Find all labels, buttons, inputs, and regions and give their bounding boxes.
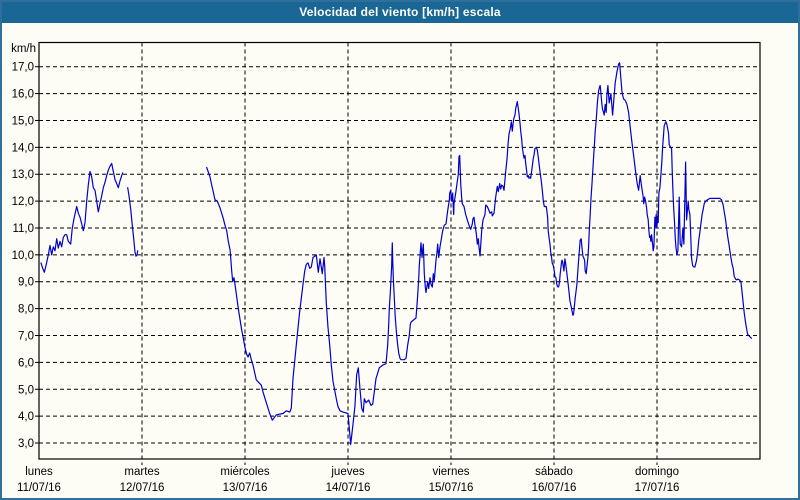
y-tick-label: 10,0 (12, 250, 34, 262)
wind-speed-line (127, 187, 139, 257)
x-day-label: domingo (635, 466, 679, 478)
y-axis-unit-label: km/h (11, 43, 36, 55)
y-tick-label: 4,0 (18, 411, 34, 423)
x-day-label: jueves (330, 466, 364, 478)
x-day-label: martes (124, 466, 159, 478)
x-date-label: 13/07/16 (223, 482, 268, 494)
y-tick-label: 8,0 (18, 304, 34, 316)
x-date-label: 14/07/16 (326, 482, 371, 494)
x-day-label: viernes (432, 466, 469, 478)
y-tick-label: 13,0 (12, 169, 34, 181)
wind-speed-line (206, 62, 753, 445)
y-tick-label: 15,0 (12, 115, 34, 127)
y-tick-label: 12,0 (12, 196, 34, 208)
x-date-label: 15/07/16 (429, 482, 474, 494)
window-titlebar: Velocidad del viento [km/h] escala (2, 2, 798, 23)
y-tick-label: 17,0 (12, 62, 34, 74)
y-tick-label: 7,0 (18, 331, 34, 343)
x-date-label: 12/07/16 (120, 482, 165, 494)
y-tick-label: 11,0 (12, 223, 34, 235)
y-tick-label: 16,0 (12, 89, 34, 101)
x-date-label: 17/07/16 (635, 482, 680, 494)
x-day-label: lunes (25, 466, 53, 478)
plot-border (38, 41, 761, 460)
x-date-label: 11/07/16 (17, 482, 61, 494)
y-tick-label: 5,0 (18, 384, 34, 396)
y-tick-label: 9,0 (18, 277, 34, 289)
x-day-label: miércoles (220, 466, 269, 478)
y-tick-label: 14,0 (12, 142, 34, 154)
x-date-label: 16/07/16 (532, 482, 577, 494)
window-title: Velocidad del viento [km/h] escala (299, 5, 501, 19)
wind-speed-line (40, 162, 124, 273)
x-day-label: sábado (535, 466, 573, 478)
y-tick-label: 6,0 (18, 357, 34, 369)
y-tick-label: 3,0 (18, 438, 34, 450)
